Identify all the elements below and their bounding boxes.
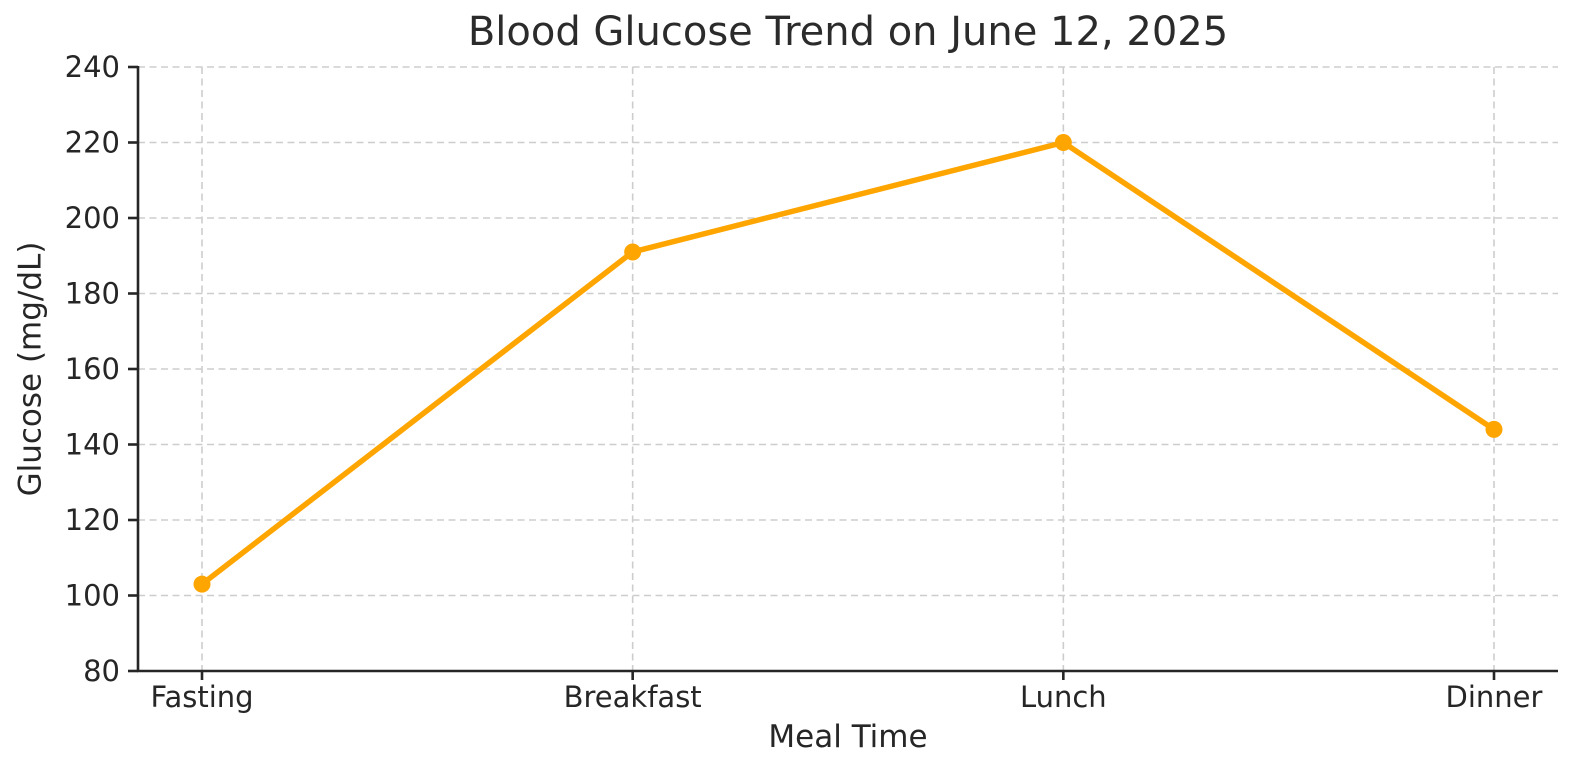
y-tick-label: 180 [65,277,120,311]
data-point-breakfast [624,243,642,261]
y-tick-label: 100 [65,579,120,613]
y-tick-label: 200 [65,201,120,235]
y-tick-label: 240 [65,50,120,84]
y-tick-label: 120 [65,503,120,537]
data-point-lunch [1054,134,1072,151]
x-axis-label: Meal Time [768,719,928,755]
x-tick-label: Dinner [1446,680,1543,714]
y-tick-label: 140 [65,428,120,462]
glucose-trend-line [199,139,1497,587]
x-tick-label: Fasting [150,680,253,714]
x-tick-label: Breakfast [564,680,702,714]
y-tick-label: 220 [65,126,120,160]
data-point-dinner [1485,420,1503,438]
x-tick-label: Lunch [1020,680,1107,714]
chart-title: Blood Glucose Trend on June 12, 2025 [467,9,1229,55]
y-tick-label: 80 [83,654,120,688]
data-point-fasting [193,575,211,593]
y-tick-label: 160 [65,352,120,386]
